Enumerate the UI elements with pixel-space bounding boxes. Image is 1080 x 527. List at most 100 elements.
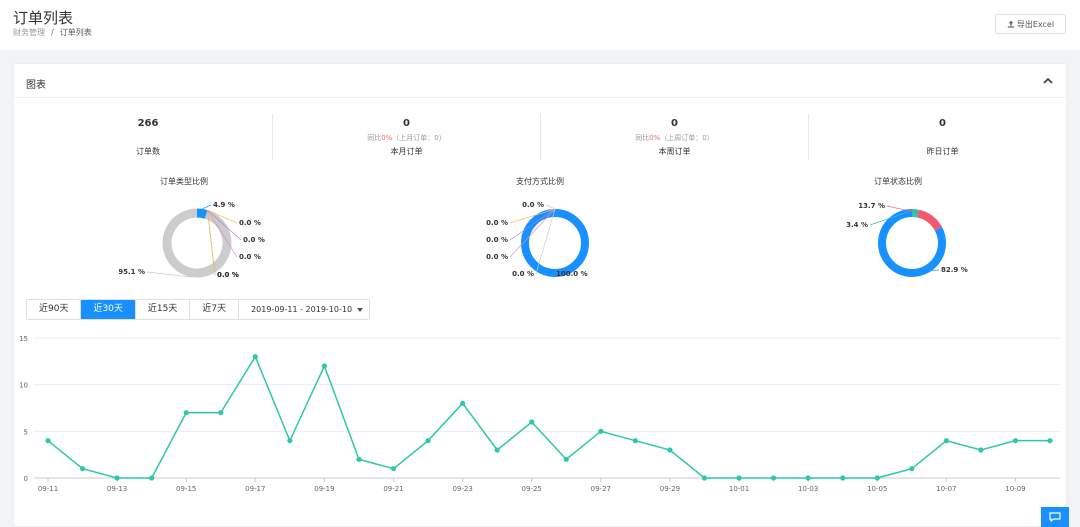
pie-label: 82.9 % <box>941 266 968 274</box>
x-tick-label: 09-13 <box>107 485 127 493</box>
pie-leader-line <box>535 208 556 275</box>
breadcrumb-separator: / <box>51 28 54 37</box>
chart-card: 图表 266 订单数 0 同比0%（上月订单：0） 本月订单 0 同比0%（上周… <box>13 63 1067 527</box>
pie-leader-line <box>886 205 933 217</box>
stat-label: 昨日订单 <box>926 147 959 156</box>
stat-value: 0 <box>671 118 678 129</box>
pie-leader-line <box>545 204 556 210</box>
x-tick-label: 09-23 <box>452 485 472 493</box>
pie-leader-line <box>207 209 238 224</box>
x-tick-label: 09-19 <box>314 485 334 493</box>
pie-leader-line <box>207 210 216 276</box>
x-tick-label: 09-11 <box>38 485 58 493</box>
pie-leader-line <box>509 208 556 241</box>
card-title: 图表 <box>26 80 46 91</box>
range-7-days-button[interactable]: 近7天 <box>190 300 240 319</box>
pie-slice <box>521 209 589 277</box>
page-header: 订单列表 财务管理 / 订单列表 导出Excel <box>0 0 1080 50</box>
date-range-picker[interactable]: 2019-09-11 - 2019-10-10 <box>239 300 370 319</box>
stat-label: 本周订单 <box>658 147 691 156</box>
page-title: 订单列表 <box>13 9 74 27</box>
data-point <box>321 363 328 369</box>
data-point <box>390 466 397 472</box>
pie-title-status: 订单状态比例 <box>874 177 922 186</box>
pie-leader-line <box>509 208 556 224</box>
pie-chart-payment: 100.0 % 0.0 % 0.0 % 0.0 % 0.0 % 0.0 % <box>486 201 589 278</box>
data-point <box>218 410 224 416</box>
data-point <box>909 466 915 472</box>
stat-label: 本月订单 <box>390 147 423 156</box>
pie-label: 100.0 % <box>556 270 588 278</box>
data-point <box>287 438 293 444</box>
pie-label: 0.0 % <box>239 253 261 261</box>
data-point <box>1012 438 1019 444</box>
chat-bubble-icon <box>1049 512 1061 522</box>
date-range-selector: 近90天 近30天 近15天 近7天 2019-09-11 - 2019-10-… <box>26 299 371 320</box>
data-point <box>978 447 984 453</box>
x-tick-label: 09-29 <box>660 485 680 493</box>
pie-label: 0.0 % <box>512 270 534 278</box>
pie-title-order-type: 订单类型比例 <box>160 177 208 186</box>
pie-title-payment: 支付方式比例 <box>516 177 564 186</box>
date-range-value: 2019-09-11 - 2019-10-10 <box>251 305 353 314</box>
chevron-up-icon[interactable] <box>1042 76 1054 86</box>
x-tick-label: 10-01 <box>729 485 749 493</box>
stat-value: 0 <box>939 118 946 129</box>
chat-button[interactable] <box>1041 507 1069 527</box>
data-point <box>840 475 846 481</box>
data-point <box>943 438 949 444</box>
data-point <box>460 400 466 406</box>
pie-leader-line <box>553 273 556 278</box>
range-15-days-button[interactable]: 近15天 <box>135 300 191 319</box>
x-tick-label: 09-17 <box>245 485 265 493</box>
pie-label: 0.0 % <box>217 271 239 279</box>
pie-label: 4.9 % <box>213 201 235 209</box>
pie-label: 0.0 % <box>486 219 508 227</box>
pie-slice <box>197 208 208 219</box>
x-tick-label: 10-05 <box>867 485 887 493</box>
pie-leader-line <box>202 204 212 210</box>
pie-chart-status: 82.9 % 3.4 % 13.7 % <box>846 202 968 277</box>
x-tick-label: 09-15 <box>176 485 196 493</box>
data-point <box>114 475 120 481</box>
breadcrumb-item-finance[interactable]: 财务管理 <box>13 28 45 37</box>
stat-week-orders: 0 同比0%（上周订单：0） 本周订单 <box>540 114 808 160</box>
export-excel-button[interactable]: 导出Excel <box>995 14 1066 34</box>
stat-compare: 同比0%（上周订单：0） <box>635 134 714 142</box>
pie-label: 95.1 % <box>119 268 145 276</box>
stat-total-orders: 266 订单数 <box>14 114 282 160</box>
data-point <box>149 475 155 481</box>
pie-slice <box>162 208 232 278</box>
stat-month-orders: 0 同比0%（上月订单：0） 本月订单 <box>272 114 540 160</box>
pie-label: 0.0 % <box>217 271 239 279</box>
pie-leader-line <box>146 271 192 278</box>
y-tick-label: 10 <box>19 382 28 390</box>
data-point <box>805 475 811 481</box>
stat-yesterday-orders: 0 昨日订单 <box>808 114 1076 160</box>
data-point <box>494 447 500 453</box>
pie-leader-line <box>894 269 940 273</box>
data-point <box>183 410 189 416</box>
range-90-days-button[interactable]: 近90天 <box>27 300 82 319</box>
pie-slice <box>912 209 920 218</box>
stat-label: 订单数 <box>136 147 160 156</box>
range-30-days-button[interactable]: 近30天 <box>81 300 136 319</box>
data-point <box>770 475 777 481</box>
data-point <box>356 456 362 462</box>
x-tick-label: 09-21 <box>383 485 403 493</box>
x-tick-label: 10-09 <box>1005 485 1025 493</box>
breadcrumb-item-current: 订单列表 <box>59 28 92 37</box>
orders-line-chart: 0 5 10 15 09-11 09-13 09-15 09-17 09-19 09-21 09-2… <box>19 335 1060 493</box>
data-point <box>563 456 569 462</box>
pie-leader-line <box>869 208 916 226</box>
pie-leader-line <box>509 208 556 258</box>
pie-label: 13.7 % <box>858 202 885 210</box>
pie-slice <box>917 209 942 231</box>
data-point <box>667 447 673 453</box>
export-excel-label: 导出Excel <box>1016 19 1055 29</box>
stat-value: 266 <box>137 118 159 129</box>
pie-leader-line <box>207 209 238 258</box>
data-point <box>874 475 880 481</box>
data-point <box>598 428 604 434</box>
x-tick-label: 09-27 <box>591 485 611 493</box>
